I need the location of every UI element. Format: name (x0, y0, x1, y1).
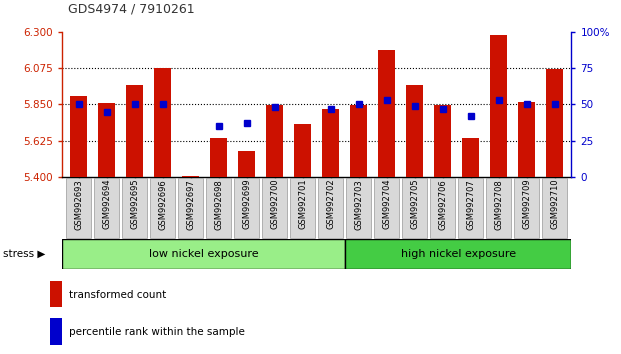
Bar (183, 176, 199, 177)
Bar (50, 281, 62, 307)
FancyBboxPatch shape (318, 178, 343, 238)
Text: GSM992702: GSM992702 (326, 179, 335, 229)
Bar (378, 50, 395, 177)
Text: GSM992697: GSM992697 (186, 179, 195, 230)
Text: GSM992694: GSM992694 (102, 179, 111, 229)
Bar (71, 96, 88, 177)
FancyBboxPatch shape (486, 178, 511, 238)
Bar (211, 138, 227, 177)
Text: GSM992699: GSM992699 (242, 179, 252, 229)
Text: high nickel exposure: high nickel exposure (401, 249, 515, 259)
Text: GSM992707: GSM992707 (466, 179, 475, 230)
FancyBboxPatch shape (402, 178, 427, 238)
Text: GSM992708: GSM992708 (494, 179, 503, 230)
FancyBboxPatch shape (514, 178, 539, 238)
Bar (238, 151, 255, 177)
Bar (127, 85, 143, 177)
Text: percentile rank within the sample: percentile rank within the sample (70, 327, 245, 337)
Text: stress ▶: stress ▶ (3, 249, 45, 259)
FancyBboxPatch shape (150, 178, 175, 238)
Text: GSM992709: GSM992709 (522, 179, 531, 229)
Bar (99, 103, 116, 177)
Bar (266, 105, 283, 177)
FancyBboxPatch shape (234, 178, 260, 238)
Bar (406, 85, 423, 177)
Text: transformed count: transformed count (70, 290, 166, 300)
Text: GSM992693: GSM992693 (75, 179, 83, 230)
Text: GSM992706: GSM992706 (438, 179, 447, 230)
Text: GSM992704: GSM992704 (382, 179, 391, 229)
Text: GSM992710: GSM992710 (550, 179, 559, 229)
Text: GSM992698: GSM992698 (214, 179, 224, 230)
FancyBboxPatch shape (178, 178, 204, 238)
Bar (490, 35, 507, 177)
Text: GSM992703: GSM992703 (354, 179, 363, 230)
Bar (350, 105, 367, 177)
FancyBboxPatch shape (262, 178, 288, 238)
FancyBboxPatch shape (94, 178, 119, 238)
FancyBboxPatch shape (374, 178, 399, 238)
Text: GSM992701: GSM992701 (298, 179, 307, 229)
FancyBboxPatch shape (458, 178, 483, 238)
Bar (155, 68, 171, 177)
FancyBboxPatch shape (430, 178, 455, 238)
FancyBboxPatch shape (206, 178, 232, 238)
Text: low nickel exposure: low nickel exposure (149, 249, 258, 259)
FancyBboxPatch shape (66, 178, 91, 238)
FancyBboxPatch shape (290, 178, 315, 238)
FancyBboxPatch shape (345, 239, 571, 269)
FancyBboxPatch shape (62, 239, 345, 269)
Bar (462, 138, 479, 177)
Bar (518, 102, 535, 177)
Text: GSM992700: GSM992700 (270, 179, 279, 229)
Bar (50, 319, 62, 344)
Bar (434, 105, 451, 177)
Bar (546, 69, 563, 177)
Text: GSM992696: GSM992696 (158, 179, 167, 230)
FancyBboxPatch shape (122, 178, 147, 238)
Bar (294, 124, 311, 177)
Text: GDS4974 / 7910261: GDS4974 / 7910261 (68, 3, 195, 16)
Text: GSM992695: GSM992695 (130, 179, 139, 229)
FancyBboxPatch shape (542, 178, 567, 238)
Text: GSM992705: GSM992705 (410, 179, 419, 229)
FancyBboxPatch shape (346, 178, 371, 238)
Bar (322, 109, 339, 177)
